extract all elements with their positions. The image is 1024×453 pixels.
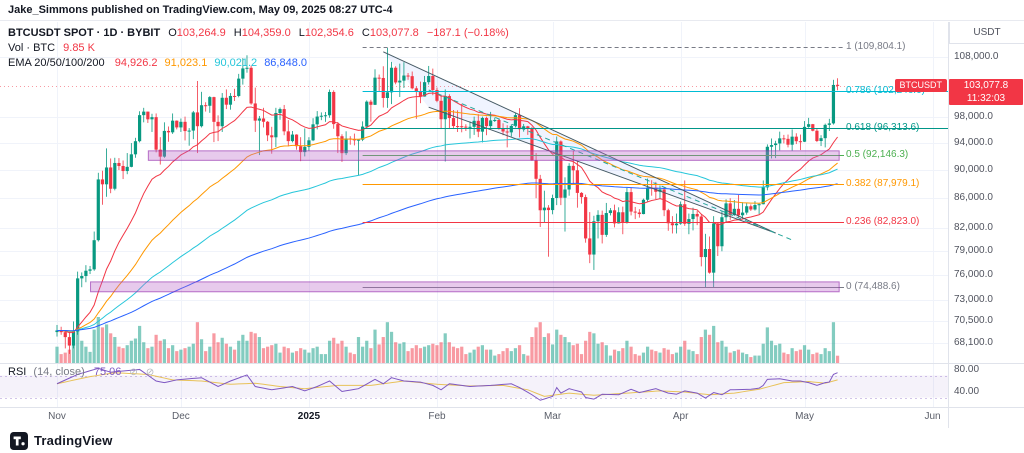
close-label: C (361, 27, 370, 39)
price-axis-label: 86,000.0 (954, 192, 993, 204)
price-axis-label: 90,000.0 (954, 164, 993, 176)
ema-value: 94,926.2 (114, 57, 158, 69)
low-label: L (298, 27, 305, 39)
symbol-title[interactable]: BTCUSDT SPOT · 1D · BYBIT (8, 27, 161, 39)
ema-values: 94,926.2 91,023.1 90,021.2 86,848.0 (108, 57, 307, 69)
price-axis-label: 76,000.0 (954, 268, 993, 280)
close-value: 103,077.8 (369, 27, 419, 39)
high-label: H (233, 27, 242, 39)
price-axis-label: 82,000.0 (954, 221, 993, 233)
last-price-symbol-tag: BTCUSDT (894, 78, 947, 92)
price-axis-label: 73,000.0 (954, 293, 993, 305)
rsi-value: 75.06 (93, 366, 122, 378)
chart-area: Nov Dec 2025 Feb Mar Apr May Jun 1 (109,804.1) 0… (0, 22, 1024, 428)
fib-label: 0.618 (96,313.6) (846, 122, 920, 133)
high-value: 104,359.0 (241, 27, 291, 39)
price-axis-label: 108,000.0 (954, 51, 999, 62)
low-value: 102,354.6 (304, 27, 354, 39)
volume-label: Vol · BTC (8, 42, 56, 54)
fib-label: 0.786 (102,246.6) (846, 84, 925, 96)
symbol-row: BTCUSDT SPOT · 1D · BYBIT O103,264.9 H10… (8, 26, 509, 41)
fib-label: 1 (109,804.1) (846, 40, 906, 52)
price-chart-canvas[interactable] (0, 22, 1024, 428)
price-axis-header: USDT (949, 22, 1024, 44)
rsi-params: (14, close) (33, 366, 85, 378)
open-value: 103,264.9 (176, 27, 226, 39)
ema-value: 91,023.1 (164, 57, 208, 69)
chart-legend: BTCUSDT SPOT · 1D · BYBIT O103,264.9 H10… (8, 26, 509, 71)
fib-label: 0.5 (92,146.3) (846, 149, 909, 161)
last-price-value: 103,077.8 (963, 79, 1009, 91)
price-axis-label: 68,100.0 (954, 336, 993, 348)
fib-label: 0.236 (82,823.0) (846, 215, 920, 227)
price-axis-label: 98,000.0 (954, 111, 993, 123)
rsi-title: RSI (8, 366, 27, 378)
bar-countdown: 11:32:03 (966, 92, 1006, 104)
ema-row: EMA 20/50/100/200 94,926.2 91,023.1 90,021… (8, 56, 509, 71)
currency-label: USDT (973, 27, 1001, 38)
tradingview-wordmark: TradingView (34, 433, 113, 448)
ema-value: 86,848.0 (264, 57, 308, 69)
rsi-axis-label: 80.00 (954, 364, 980, 375)
volume-value: 9.85 K (63, 42, 95, 54)
price-axis-label: 94,000.0 (954, 137, 993, 149)
rsi-legend: RSI (14, close) 75.06 ⊘ ⊘ (8, 366, 154, 379)
ema-value: 90,021.2 (214, 57, 258, 69)
last-price-badge: 103,077.8 11:32:03 (949, 78, 1023, 105)
rsi-hide-icon[interactable]: ⊘ (129, 367, 138, 378)
rsi-more-icon[interactable]: ⊘ (145, 367, 155, 378)
ema-label: EMA 20/50/100/200 (8, 57, 105, 69)
fib-label: 0.382 (87,979.1) (846, 178, 920, 190)
publish-bar: Jake_Simmons published on TradingView.co… (0, 0, 1024, 21)
tradingview-icon (10, 431, 28, 450)
open-label: O (168, 27, 177, 39)
fib-label: 0 (74,488.6) (846, 281, 900, 293)
volume-row: Vol · BTC 9.85 K (8, 41, 509, 56)
change-value: −187.1 (−0.18%) (426, 27, 509, 39)
price-axis-label: 70,500.0 (954, 315, 993, 327)
tradingview-logo[interactable]: TradingView (10, 431, 113, 450)
footer-bar: TradingView (0, 428, 1024, 453)
price-axis-label: 79,000.0 (954, 244, 993, 256)
publish-info: Jake_Simmons published on TradingView.co… (8, 4, 393, 16)
rsi-axis-label: 40.00 (954, 386, 980, 397)
price-axis[interactable]: 108,000.0 98,000.0 94,000.0 90,000.0 86,000.… (948, 22, 1024, 428)
